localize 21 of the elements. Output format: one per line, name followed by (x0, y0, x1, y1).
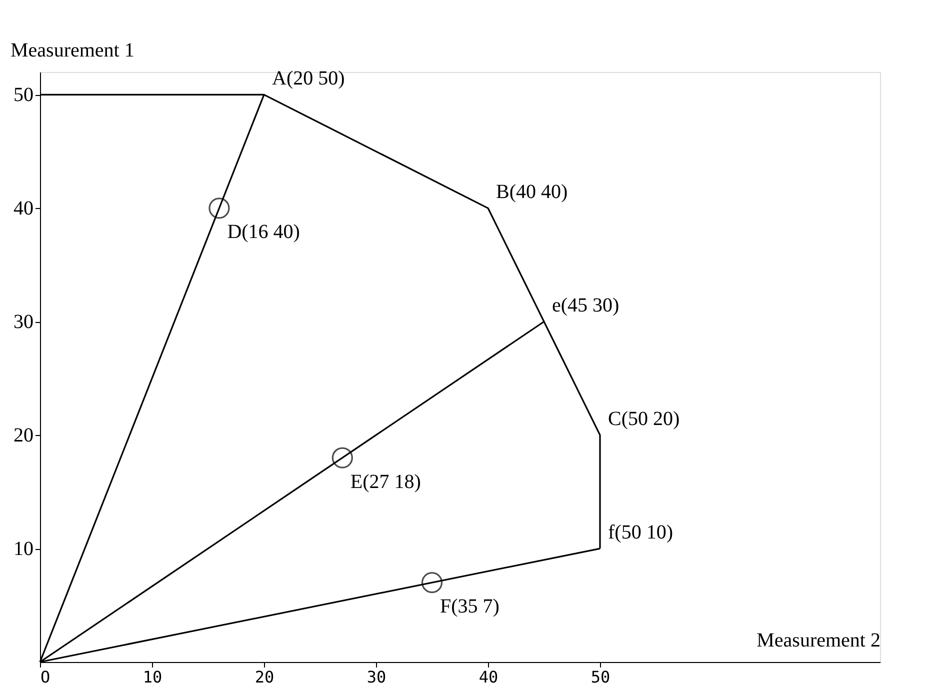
x-tick-label: 10 (142, 668, 162, 686)
annotation: A(20 50) (272, 68, 345, 90)
annotation: f(50 10) (608, 522, 673, 544)
y-tick-label: 30 (14, 311, 34, 334)
annotation: e(45 30) (552, 294, 620, 317)
x-tick-label: 30 (366, 668, 386, 686)
x-tick-label: 40 (478, 668, 498, 686)
x-axis-title: Measurement 2 (756, 630, 880, 652)
y-tick-label: 10 (14, 538, 34, 560)
annotation: F(35 7) (440, 596, 500, 618)
annotation: B(40 40) (496, 181, 568, 204)
annotation: E(27 18) (350, 470, 421, 493)
x-tick-label: 20 (254, 668, 274, 686)
annotation: C(50 20) (608, 408, 680, 430)
y-tick-label: 50 (14, 84, 34, 106)
x-tick-label: 50 (590, 668, 610, 686)
y-tick-label: 40 (14, 198, 34, 220)
y-tick-label: 20 (14, 424, 34, 447)
y-axis-title: Measurement 1 (10, 40, 134, 62)
annotation: D(16 40) (227, 221, 300, 244)
x-tick-label: O (40, 668, 50, 686)
